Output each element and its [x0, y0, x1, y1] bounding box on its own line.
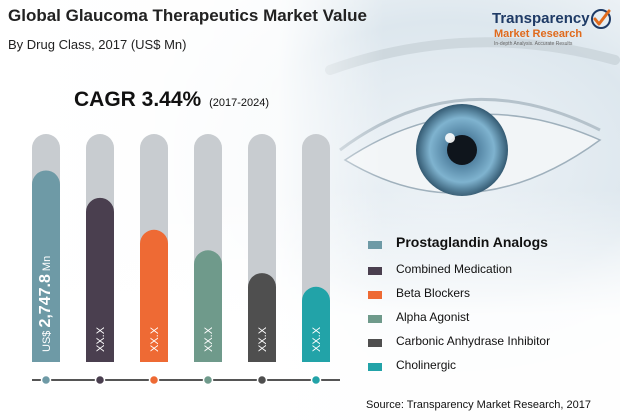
legend-label: Prostaglandin Analogs	[396, 234, 548, 250]
bar-data-label: XX.X	[203, 326, 215, 352]
axis-dot	[202, 374, 214, 386]
legend-label: Cholinergic	[396, 358, 457, 372]
bar-data-label: US$ 2,747.8 Mn	[37, 256, 54, 352]
legend-label: Carbonic Anhydrase Inhibitor	[396, 334, 551, 348]
legend-swatch	[368, 291, 382, 299]
axis-dot	[256, 374, 268, 386]
bar-cholinergic	[302, 286, 330, 362]
bar-data-label: XX.X	[311, 326, 323, 352]
bar-data-label: XX.X	[149, 326, 161, 352]
axis-dot	[310, 374, 322, 386]
brand-logo: Transparency Market Research In-depth An…	[492, 9, 612, 54]
bar-prostaglandin-analogs	[32, 170, 60, 362]
legend-swatch	[368, 267, 382, 275]
brand-tagline: In-depth Analysis. Accurate Results	[494, 41, 573, 47]
cagr-label: CAGR 3.44%	[74, 88, 202, 111]
bar-beta-blockers	[140, 229, 168, 362]
cagr-period: (2017-2024)	[209, 97, 269, 109]
cagr-callout: CAGR 3.44% (2017-2024)	[74, 88, 269, 112]
legend-swatch	[368, 241, 382, 249]
source-note: Source: Transparency Market Research, 20…	[366, 399, 592, 411]
chart-subtitle: By Drug Class, 2017 (US$ Mn)	[8, 37, 187, 52]
chart-title: Global Glaucoma Therapeutics Market Valu…	[8, 6, 368, 25]
legend-label: Alpha Agonist	[396, 310, 470, 324]
brand-name-line2: Market Research	[494, 28, 583, 40]
legend-swatch	[368, 315, 382, 323]
axis-dot	[148, 374, 160, 386]
bar-alpha-agonist	[194, 250, 222, 362]
bar-data-label: XX.X	[257, 326, 269, 352]
legend-swatch	[368, 363, 382, 371]
brand-name-line1: Transparency	[492, 10, 590, 27]
bar-carbonic-anhydrase-inhibitor	[248, 273, 276, 362]
bar-combined-medication	[86, 197, 115, 362]
legend-label: Combined Medication	[396, 262, 513, 276]
legend-swatch	[368, 339, 382, 347]
brand-check-icon	[591, 9, 611, 29]
bar-data-label: XX.X	[95, 326, 107, 352]
legend-label: Beta Blockers	[396, 286, 471, 300]
axis-dot	[40, 374, 52, 386]
axis-dot	[94, 374, 106, 386]
